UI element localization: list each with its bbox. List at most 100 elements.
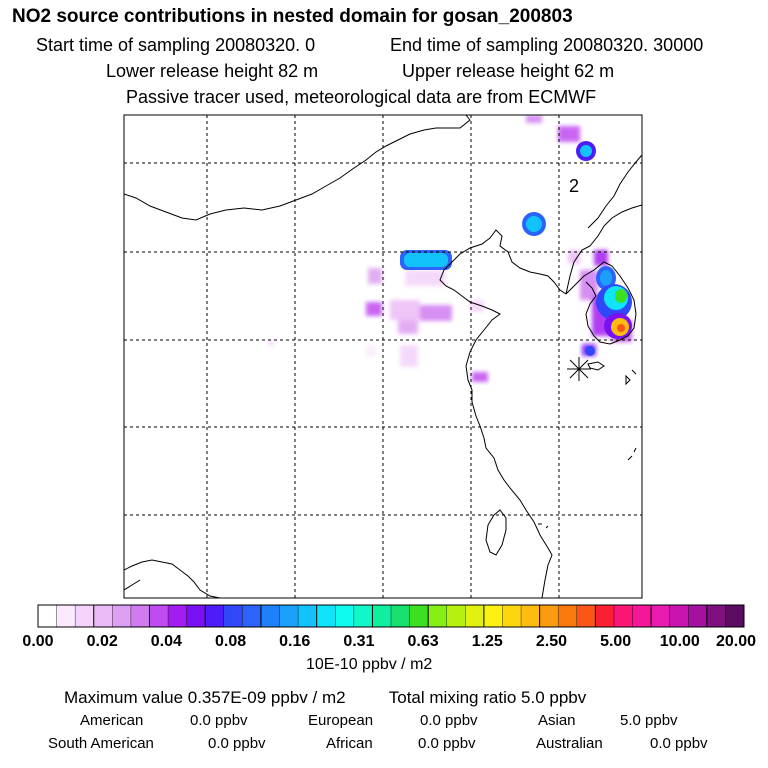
plume-core [526,216,542,232]
plume-cell [390,300,420,320]
china-coastline [439,229,567,598]
colorbar-swatch [521,605,541,627]
plume-core [580,145,592,157]
asian-label: Asian [538,712,576,729]
plume-core [615,289,627,303]
american-value: 0.0 ppbv [190,712,248,729]
plume-cell [526,115,542,123]
colorbar-swatch [186,605,206,627]
plume-cell [558,126,580,142]
japan-islands [538,369,637,529]
colorbar-swatch [242,605,262,627]
colorbar-swatch [669,605,689,627]
korea-coastline [565,261,637,345]
colorbar-swatch [130,605,150,627]
colorbar-swatch [56,605,76,627]
plume-cell [568,250,580,264]
colorbar-swatch [205,605,225,627]
station-label: 2 [569,176,579,196]
russia-border [587,154,642,229]
plume-layer [268,115,632,382]
colorbar-swatch [316,605,336,627]
colorbar-swatch [279,605,299,627]
south-american-value: 0.0 ppbv [208,735,266,752]
sampling-end: End time of sampling 20080320. 30000 [390,35,704,55]
colorbar-swatch [260,605,281,627]
colorbar-swatch [725,605,745,627]
colorbar-swatch [595,605,615,627]
african-label: African [326,735,373,752]
colorbar-swatch [372,605,392,627]
colorbar-swatch [688,605,708,627]
colorbar-swatch [335,605,355,627]
colorbar-swatch [446,605,466,627]
lower-release-height: Lower release height 82 m [106,61,319,81]
colorbar-swatch [428,605,448,627]
colorbar-swatch [502,605,522,627]
colorbar-tick-label: 5.00 [600,633,631,650]
australian-label: Australian [536,735,603,752]
colorbar-frame [37,604,745,628]
colorbar-swatch [38,605,58,627]
colorbar-swatch [558,605,578,627]
european-label: European [308,712,374,729]
colorbar-swatch [539,605,559,627]
plume-core [404,253,448,267]
tracer-note: Passive tracer used, meteorological data… [126,87,597,107]
colorbar-swatch [93,605,113,627]
footer-summary: Maximum value 0.357E-09 ppbv / m2 Total … [64,688,586,708]
colorbar-tick-label: 0.00 [22,633,53,650]
colorbar-swatch [651,605,671,627]
colorbar-swatch [483,605,503,627]
colorbar-swatch [576,605,596,627]
australian-value: 0.0 ppbv [650,735,708,752]
african-value: 0.0 ppbv [418,735,476,752]
map-frame [123,114,643,599]
cheju-island [587,361,605,371]
colorbar-tick-label: 1.25 [472,633,503,650]
plume-cell [268,340,274,346]
plume-cell [400,345,418,367]
colorbar-tick-label: 10.00 [660,633,700,650]
plume-cell [398,320,418,334]
colorbar-swatch [613,605,634,627]
upper-release-height: Upper release height 62 m [402,61,615,81]
colorbar-swatch [706,605,726,627]
sampling-start: Start time of sampling 20080320. 0 [36,35,316,55]
colorbar-tick-label: 0.31 [343,633,374,650]
colorbar-unit: 10E-10 ppbv / m2 [306,656,433,673]
colorbar [37,604,745,628]
plume-cell [420,305,452,321]
colorbar-swatch [353,605,373,627]
plume-cell [366,345,376,357]
receptor-star-icon [567,357,591,381]
coastline-layer [124,115,642,598]
total-mixing-ratio: Total mixing ratio 5.0 ppbv [388,688,587,707]
plume-core [585,346,595,356]
colorbar-tick-label: 0.02 [87,633,118,650]
colorbar-swatch [149,605,169,627]
colorbar-swatch [298,605,318,627]
plume-cell [368,268,382,284]
colorbar-swatch [409,605,429,627]
colorbar-swatch [168,605,188,627]
south-american-label: South American [48,735,154,752]
plume-cell [472,372,488,382]
colorbar-swatch [112,605,132,627]
european-value: 0.0 ppbv [420,712,478,729]
colorbar-tick-label: 0.04 [151,633,182,650]
taiwan-island [485,509,507,556]
american-label: American [80,712,144,729]
map-grid [124,115,642,598]
asian-value: 5.0 ppbv [620,712,678,729]
south-china-coast [124,559,221,598]
plume-cell [405,270,445,286]
colorbar-tick-label: 20.00 [716,633,756,650]
plume-core [617,324,625,332]
colorbar-tick-label: 2.50 [536,633,567,650]
plume-core [600,270,612,286]
max-value: Maximum value 0.357E-09 ppbv / m2 [64,688,346,707]
colorbar-swatch [465,605,485,627]
colorbar-tick-label: 0.16 [279,633,310,650]
